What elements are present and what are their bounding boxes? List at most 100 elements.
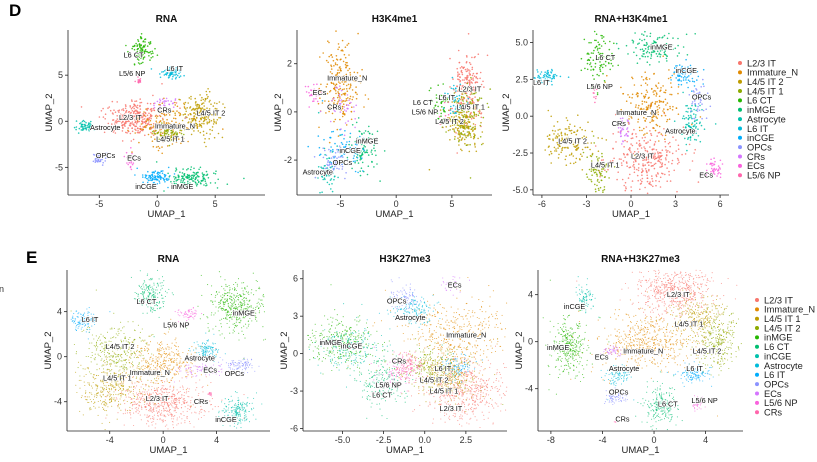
point [677,79,680,82]
point [468,79,470,82]
point [696,79,698,81]
point [467,144,469,146]
point [182,168,184,170]
point [666,180,668,182]
point [144,122,147,125]
point [137,62,140,64]
point [342,83,345,85]
point [367,165,370,167]
point [345,172,347,174]
point [129,118,132,121]
point [234,325,236,327]
point [660,100,663,103]
point [149,59,151,61]
point [697,135,700,137]
point [194,406,196,408]
point [143,45,145,47]
point [212,114,215,117]
point [631,137,634,139]
point [612,65,614,67]
point [139,393,141,395]
y-tick-label: -5.0 [512,185,528,195]
point [173,117,175,120]
point [592,69,595,71]
point [174,339,176,341]
point [663,108,665,110]
point [719,173,722,175]
point [178,399,181,401]
point [166,177,168,180]
point [223,302,225,304]
point [186,418,188,420]
point [187,182,189,185]
point [214,406,216,408]
point [648,164,650,166]
point [233,287,236,289]
point [648,51,651,54]
point [461,138,463,140]
point [182,351,184,354]
point [470,136,472,138]
point [201,122,203,125]
point [154,102,156,104]
point [136,56,139,59]
point [176,357,178,360]
point [168,395,170,397]
point [613,157,615,160]
point [632,161,635,163]
point [135,115,138,118]
point [180,188,182,190]
point [174,170,177,172]
point [196,176,198,178]
point [202,108,205,111]
point [344,94,346,96]
point [671,74,673,77]
point [662,100,665,103]
point [214,173,217,175]
point [197,171,199,174]
point [630,143,632,145]
point [244,317,246,319]
point [482,116,485,119]
point [214,312,216,314]
point [454,135,456,138]
point [660,87,662,89]
point [231,288,234,290]
point [163,404,165,406]
point [670,79,672,81]
point [156,136,159,139]
point [209,128,211,131]
point [196,125,199,128]
point [580,69,583,72]
point [160,131,162,134]
point [353,106,355,108]
point [112,131,115,133]
point [148,116,151,119]
point [653,93,655,96]
point [460,97,463,99]
point [456,98,459,100]
point [129,165,132,168]
point [259,288,261,290]
point [466,68,469,70]
cluster-label: L5/6 NP [119,69,145,78]
point [174,114,177,116]
point [85,121,87,124]
point [175,353,177,355]
point [557,129,559,131]
cluster-label: L4/5 IT 2 [558,137,587,146]
point [107,107,109,109]
point [588,59,591,62]
point [219,306,221,308]
point [168,128,170,130]
point [551,83,553,86]
point [163,179,166,181]
point [687,111,689,113]
point [685,58,687,61]
point [248,306,250,308]
point [139,104,141,107]
point [463,113,466,116]
point [148,112,150,115]
point [183,182,186,184]
point [243,304,245,306]
